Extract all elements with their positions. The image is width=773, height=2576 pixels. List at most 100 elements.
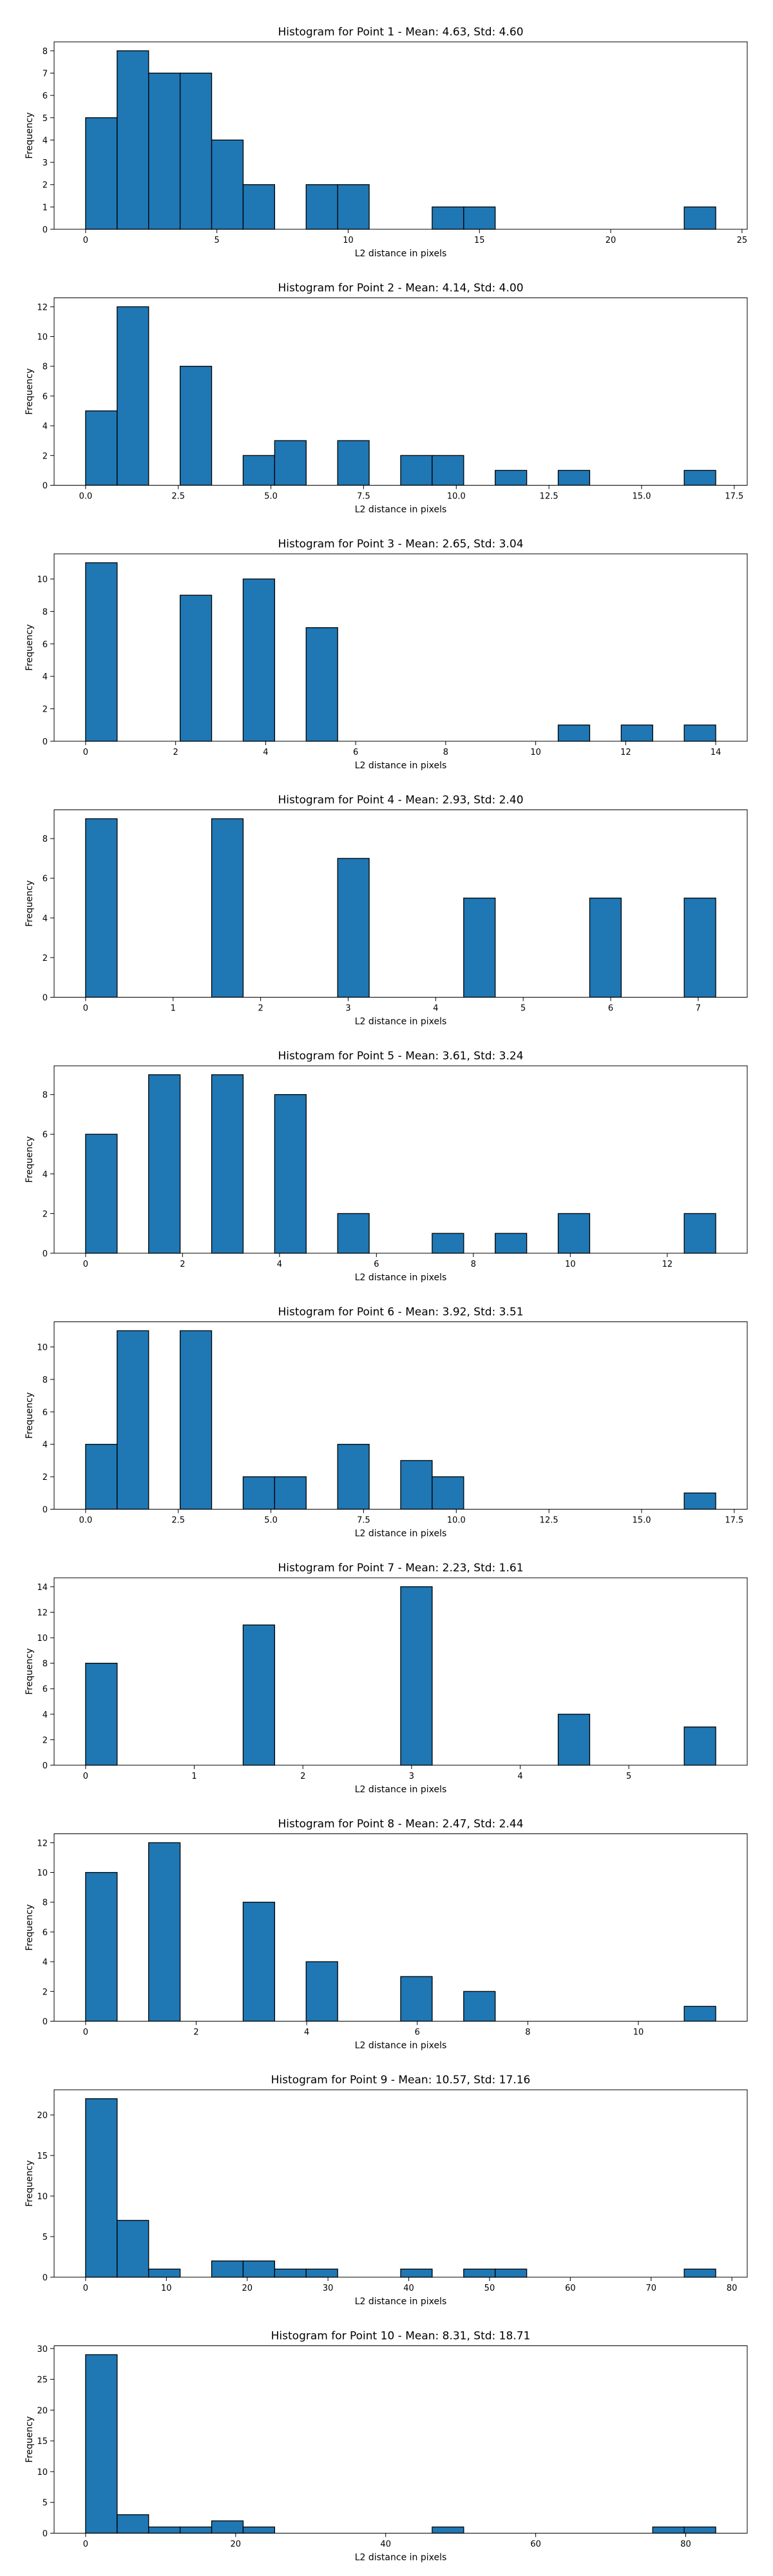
x-tick-label: 0	[83, 1260, 88, 1269]
x-tick-label: 50	[484, 2284, 495, 2293]
histogram-bar	[242, 184, 276, 230]
histogram-bar	[179, 2526, 213, 2534]
x-tick-label: 0.0	[79, 1516, 93, 1526]
x-tick-label: 2.5	[171, 1516, 185, 1526]
x-tick-label: 0	[83, 2028, 88, 2038]
histogram-bar	[432, 2526, 464, 2534]
x-tick-label: 0	[83, 748, 88, 757]
histogram-bar	[337, 440, 370, 486]
histogram-bar	[463, 2268, 496, 2278]
x-tick-label: 5	[626, 1772, 631, 1781]
y-axis-label: Frequency	[24, 880, 35, 927]
x-tick-label: 2	[180, 1260, 185, 1269]
histogram-bar	[179, 72, 213, 230]
chart-3: Histogram for Point 3 - Mean: 2.65, Std:…	[24, 538, 748, 771]
x-tick-label: 17.5	[725, 1516, 743, 1526]
histogram-bar	[211, 2520, 244, 2534]
histogram-bar	[85, 410, 118, 486]
histogram-bar	[179, 594, 213, 742]
y-tick-label: 4	[43, 914, 48, 923]
y-tick-label: 2	[43, 1987, 48, 1997]
chart-title: Histogram for Point 2 - Mean: 4.14, Std:…	[278, 282, 523, 295]
x-tick-label: 30	[323, 2284, 334, 2293]
x-tick-label: 5.0	[264, 492, 278, 502]
histogram-bar	[683, 1213, 716, 1254]
histogram-bar	[400, 2268, 433, 2278]
y-axis-label: Frequency	[24, 624, 35, 670]
x-tick-label: 12.5	[540, 1516, 558, 1526]
histogram-bar	[148, 1842, 181, 2022]
histogram-bar	[683, 724, 716, 742]
y-tick-label: 4	[43, 1710, 48, 1720]
x-tick-label: 0	[83, 1004, 88, 1014]
chart-8: Histogram for Point 8 - Mean: 2.47, Std:…	[24, 1818, 748, 2051]
x-tick-label: 4	[517, 1772, 522, 1781]
y-tick-label: 6	[43, 640, 48, 650]
y-tick-label: 1	[43, 203, 48, 213]
y-tick-label: 4	[43, 1170, 48, 1180]
histogram-bar	[274, 1476, 307, 1510]
chart-1: Histogram for Point 1 - Mean: 4.63, Std:…	[24, 26, 748, 259]
histogram-bar	[242, 1902, 276, 2022]
histogram-bar	[463, 897, 496, 998]
x-tick-label: 5.0	[264, 1516, 278, 1526]
histogram-bar	[274, 440, 307, 486]
y-tick-label: 2	[43, 181, 48, 191]
plot-frame	[53, 1833, 748, 2022]
y-tick-label: 2	[43, 1473, 48, 1482]
x-tick-label: 5	[520, 1004, 526, 1014]
y-tick-label: 2	[43, 1209, 48, 1219]
y-axis-label: Frequency	[24, 368, 35, 415]
histogram-bar	[85, 562, 118, 742]
histogram-bar	[148, 1074, 181, 1254]
y-tick-label: 15	[37, 2152, 48, 2161]
histogram-bar	[242, 2260, 276, 2278]
y-tick-label: 6	[43, 1685, 48, 1694]
x-tick-label: 0.0	[79, 492, 93, 502]
histogram-bar	[337, 1213, 370, 1254]
histogram-bar	[557, 1714, 591, 1766]
y-axis-label: Frequency	[24, 1392, 35, 1439]
histogram-bar	[242, 578, 276, 742]
x-tick-label: 1	[191, 1772, 196, 1781]
histogram-bar	[148, 2526, 181, 2534]
histogram-bar	[148, 72, 181, 230]
x-axis-label: L2 distance in pixels	[355, 2297, 447, 2307]
histogram-bar	[495, 2268, 528, 2278]
x-axis-label: L2 distance in pixels	[355, 1529, 447, 1539]
chart-5: Histogram for Point 5 - Mean: 3.61, Std:…	[24, 1050, 748, 1283]
y-tick-label: 0	[43, 2273, 48, 2283]
histogram-bar	[305, 1961, 338, 2022]
y-tick-label: 15	[37, 2437, 48, 2447]
x-axis-label: L2 distance in pixels	[355, 2553, 447, 2563]
histogram-bar	[85, 1133, 118, 1254]
y-tick-label: 10	[37, 575, 48, 585]
y-tick-label: 4	[43, 672, 48, 682]
y-tick-label: 8	[43, 607, 48, 617]
chart-title: Histogram for Point 8 - Mean: 2.47, Std:…	[278, 1818, 523, 1831]
x-axis-label: L2 distance in pixels	[355, 761, 447, 771]
y-tick-label: 10	[37, 2192, 48, 2202]
histogram-bar	[242, 2526, 276, 2534]
x-tick-label: 7.5	[357, 1516, 370, 1526]
x-tick-label: 7.5	[357, 492, 370, 502]
histogram-bar	[305, 2268, 338, 2278]
plot-frame	[53, 41, 748, 230]
x-tick-label: 60	[565, 2284, 576, 2293]
x-tick-label: 8	[443, 748, 448, 757]
x-tick-label: 0	[83, 2540, 88, 2550]
y-tick-label: 2	[43, 705, 48, 715]
chart-title: Histogram for Point 4 - Mean: 2.93, Std:…	[278, 794, 523, 807]
x-tick-label: 80	[727, 2284, 738, 2293]
chart-title: Histogram for Point 3 - Mean: 2.65, Std:…	[278, 538, 523, 551]
y-tick-label: 2	[43, 954, 48, 963]
y-tick-label: 4	[43, 1441, 48, 1450]
chart-title: Histogram for Point 1 - Mean: 4.63, Std:…	[278, 26, 523, 39]
y-tick-label: 0	[43, 2530, 48, 2539]
y-tick-label: 4	[43, 136, 48, 146]
histogram-bar	[242, 1624, 276, 1766]
plot-frame	[53, 2345, 748, 2533]
x-tick-label: 8	[471, 1260, 476, 1269]
y-tick-label: 4	[43, 1958, 48, 1967]
x-tick-label: 40	[380, 2540, 391, 2550]
